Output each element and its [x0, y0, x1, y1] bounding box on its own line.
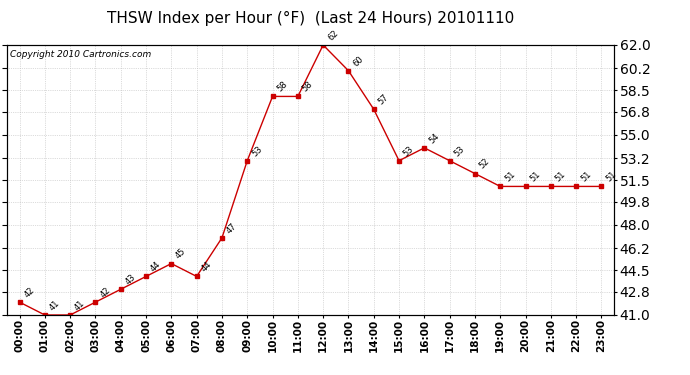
Text: 54: 54: [427, 131, 441, 145]
Text: 51: 51: [604, 170, 618, 184]
Text: 57: 57: [377, 93, 391, 106]
Text: 41: 41: [73, 298, 87, 312]
Text: 53: 53: [250, 144, 264, 158]
Text: 60: 60: [351, 54, 365, 68]
Text: 51: 51: [503, 170, 517, 184]
Text: 62: 62: [326, 28, 339, 42]
Text: 51: 51: [579, 170, 593, 184]
Text: 41: 41: [48, 298, 61, 312]
Text: 53: 53: [453, 144, 466, 158]
Text: 52: 52: [477, 157, 491, 171]
Text: 42: 42: [22, 286, 36, 299]
Text: 47: 47: [225, 221, 239, 235]
Text: 45: 45: [174, 247, 188, 261]
Text: 43: 43: [124, 273, 137, 286]
Text: 42: 42: [98, 286, 112, 299]
Text: 53: 53: [402, 144, 415, 158]
Text: 58: 58: [301, 80, 315, 94]
Text: 44: 44: [199, 260, 213, 274]
Text: 51: 51: [553, 170, 567, 184]
Text: 51: 51: [529, 170, 542, 184]
Text: 58: 58: [275, 80, 289, 94]
Text: 44: 44: [149, 260, 163, 274]
Text: Copyright 2010 Cartronics.com: Copyright 2010 Cartronics.com: [10, 50, 151, 59]
Text: THSW Index per Hour (°F)  (Last 24 Hours) 20101110: THSW Index per Hour (°F) (Last 24 Hours)…: [107, 11, 514, 26]
